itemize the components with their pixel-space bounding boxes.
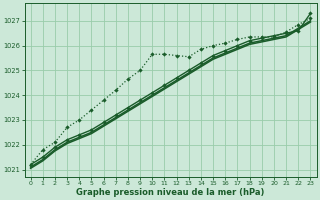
X-axis label: Graphe pression niveau de la mer (hPa): Graphe pression niveau de la mer (hPa)	[76, 188, 265, 197]
